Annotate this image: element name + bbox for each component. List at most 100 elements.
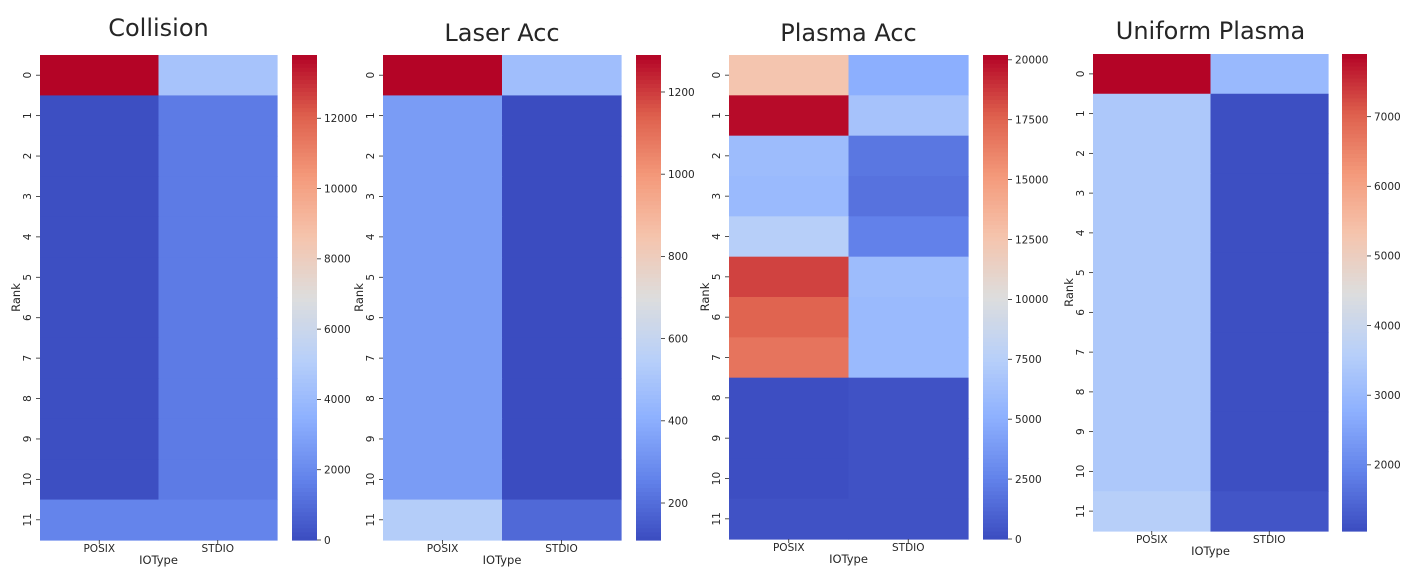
x-axis-label: IOType xyxy=(139,553,178,567)
heatmap-cell xyxy=(383,337,503,379)
panel-title: Laser Acc xyxy=(444,19,559,47)
heatmap-cell xyxy=(729,498,850,540)
heatmap-cell xyxy=(383,176,503,218)
heatmap-cell xyxy=(502,257,622,299)
heatmap-cell xyxy=(848,458,969,500)
heatmap-cell xyxy=(383,135,503,177)
heatmap-cell xyxy=(1093,292,1212,333)
row-tick-label: 2 xyxy=(365,153,377,160)
heatmap-cell xyxy=(1210,451,1329,492)
row-tick-label: 8 xyxy=(365,395,377,402)
row-tick-label: 6 xyxy=(711,314,723,321)
heatmap-cell xyxy=(729,377,850,419)
heatmap-cell xyxy=(729,176,850,217)
colorbar-tick-label: 2000 xyxy=(1374,460,1401,472)
heatmap-cell xyxy=(40,135,160,177)
row-tick-label: 10 xyxy=(365,473,377,486)
column-tick-label: STDIO xyxy=(201,543,234,555)
row-tick-label: 7 xyxy=(22,355,34,362)
heatmap-cell xyxy=(383,459,503,501)
heatmap-cell xyxy=(848,377,969,419)
colorbar-tick-label: 5000 xyxy=(1015,414,1042,426)
row-tick-label: 4 xyxy=(1075,229,1087,236)
heatmap-cell xyxy=(383,55,503,97)
heatmap-panel-2: Laser Acc 0 1 2 3 4 5 6 7 8 9 10 11 POSIX STDIO IOType R… xyxy=(352,19,695,567)
row-tick-label: 8 xyxy=(22,395,34,402)
heatmap-cell xyxy=(502,378,622,420)
colorbar-tick-label: 3000 xyxy=(1374,390,1401,402)
heatmap-cell xyxy=(729,216,850,258)
colorbar-tick-label: 0 xyxy=(1015,534,1022,546)
y-axis-label: Rank xyxy=(698,282,712,311)
heatmap-cell xyxy=(848,176,969,217)
colorbar-tick-label: 4000 xyxy=(1374,320,1401,332)
heatmap-cell xyxy=(848,297,969,338)
colorbar-tick-label: 12000 xyxy=(324,113,357,125)
row-tick-label: 5 xyxy=(22,274,34,281)
row-tick-label: 1 xyxy=(711,112,723,119)
row-tick-label: 7 xyxy=(711,354,723,361)
heatmap-cell xyxy=(1093,332,1212,373)
colorbar-tick-label: 2000 xyxy=(324,465,351,477)
colorbar-tick-label: 4000 xyxy=(324,394,351,406)
row-tick-label: 4 xyxy=(365,233,377,240)
panel-title: Uniform Plasma xyxy=(1116,17,1305,45)
colorbar: 0 2000 4000 6000 8000 10000 12000 xyxy=(292,55,357,547)
row-tick-label: 4 xyxy=(22,233,34,240)
heatmap-cell xyxy=(158,378,278,420)
colorbar-tick-label: 12500 xyxy=(1015,234,1048,246)
heatmap-cell xyxy=(158,418,278,460)
heatmap-cell xyxy=(502,337,622,379)
heatmap-cell xyxy=(1210,332,1329,373)
heatmap-cell xyxy=(848,55,969,96)
row-tick-label: 3 xyxy=(711,193,723,200)
heatmap-cell xyxy=(1210,54,1329,95)
row-tick-label: 11 xyxy=(1075,504,1087,517)
colorbar-tick-label: 7000 xyxy=(1374,111,1401,123)
column-tick-label: POSIX xyxy=(427,543,459,555)
heatmap-cell xyxy=(1210,213,1329,254)
heatmap-cell xyxy=(1210,252,1329,294)
heatmap-cell xyxy=(502,95,622,137)
row-tick-label: 5 xyxy=(365,274,377,281)
heatmap-cell xyxy=(502,499,622,541)
colorbar-tick-label: 200 xyxy=(668,498,688,510)
heatmap-cell xyxy=(383,378,503,420)
colorbar-tick-label: 800 xyxy=(668,251,688,263)
heatmap-cell xyxy=(158,337,278,379)
heatmap-cell xyxy=(502,418,622,460)
heatmap-cell xyxy=(158,499,278,541)
colorbar: 2000 3000 4000 5000 6000 7000 xyxy=(1342,54,1401,532)
colorbar-tick-label: 1200 xyxy=(668,87,695,99)
heatmap-cell xyxy=(383,418,503,460)
heatmap-cell xyxy=(40,337,160,379)
heatmap-cell xyxy=(158,95,278,137)
column-tick-label: POSIX xyxy=(83,543,115,555)
heatmap-cell xyxy=(1210,411,1329,453)
row-tick-label: 6 xyxy=(365,314,377,321)
heatmap-cell xyxy=(158,257,278,299)
row-tick-label: 11 xyxy=(365,513,377,526)
row-tick-label: 8 xyxy=(711,394,723,401)
colorbar-tick-label: 5000 xyxy=(1374,251,1401,263)
heatmap-cell xyxy=(158,135,278,177)
heatmap-cell xyxy=(383,95,503,137)
heatmap-cell xyxy=(1093,491,1212,532)
colorbar: 0 2500 5000 7500 10000 12500 15000 17500 20000 xyxy=(983,55,1048,546)
heatmap-cell xyxy=(158,176,278,218)
heatmap-cell xyxy=(158,297,278,339)
heatmap-cell xyxy=(1093,173,1212,214)
heatmap-cell xyxy=(1093,451,1212,492)
colorbar-tick-label: 15000 xyxy=(1015,174,1048,186)
colorbar-tick-label: 10000 xyxy=(324,183,357,195)
x-axis-label: IOType xyxy=(829,552,868,566)
heatmap-cell xyxy=(1093,252,1212,294)
heatmap-cell xyxy=(729,458,850,500)
heatmap-cell xyxy=(729,297,850,338)
heatmap-cell xyxy=(502,216,622,258)
heatmap-cell xyxy=(40,297,160,339)
row-tick-label: 2 xyxy=(1075,150,1087,157)
heatmap-cell xyxy=(1210,292,1329,333)
colorbar-tick-label: 20000 xyxy=(1015,55,1048,67)
row-tick-label: 2 xyxy=(22,153,34,160)
